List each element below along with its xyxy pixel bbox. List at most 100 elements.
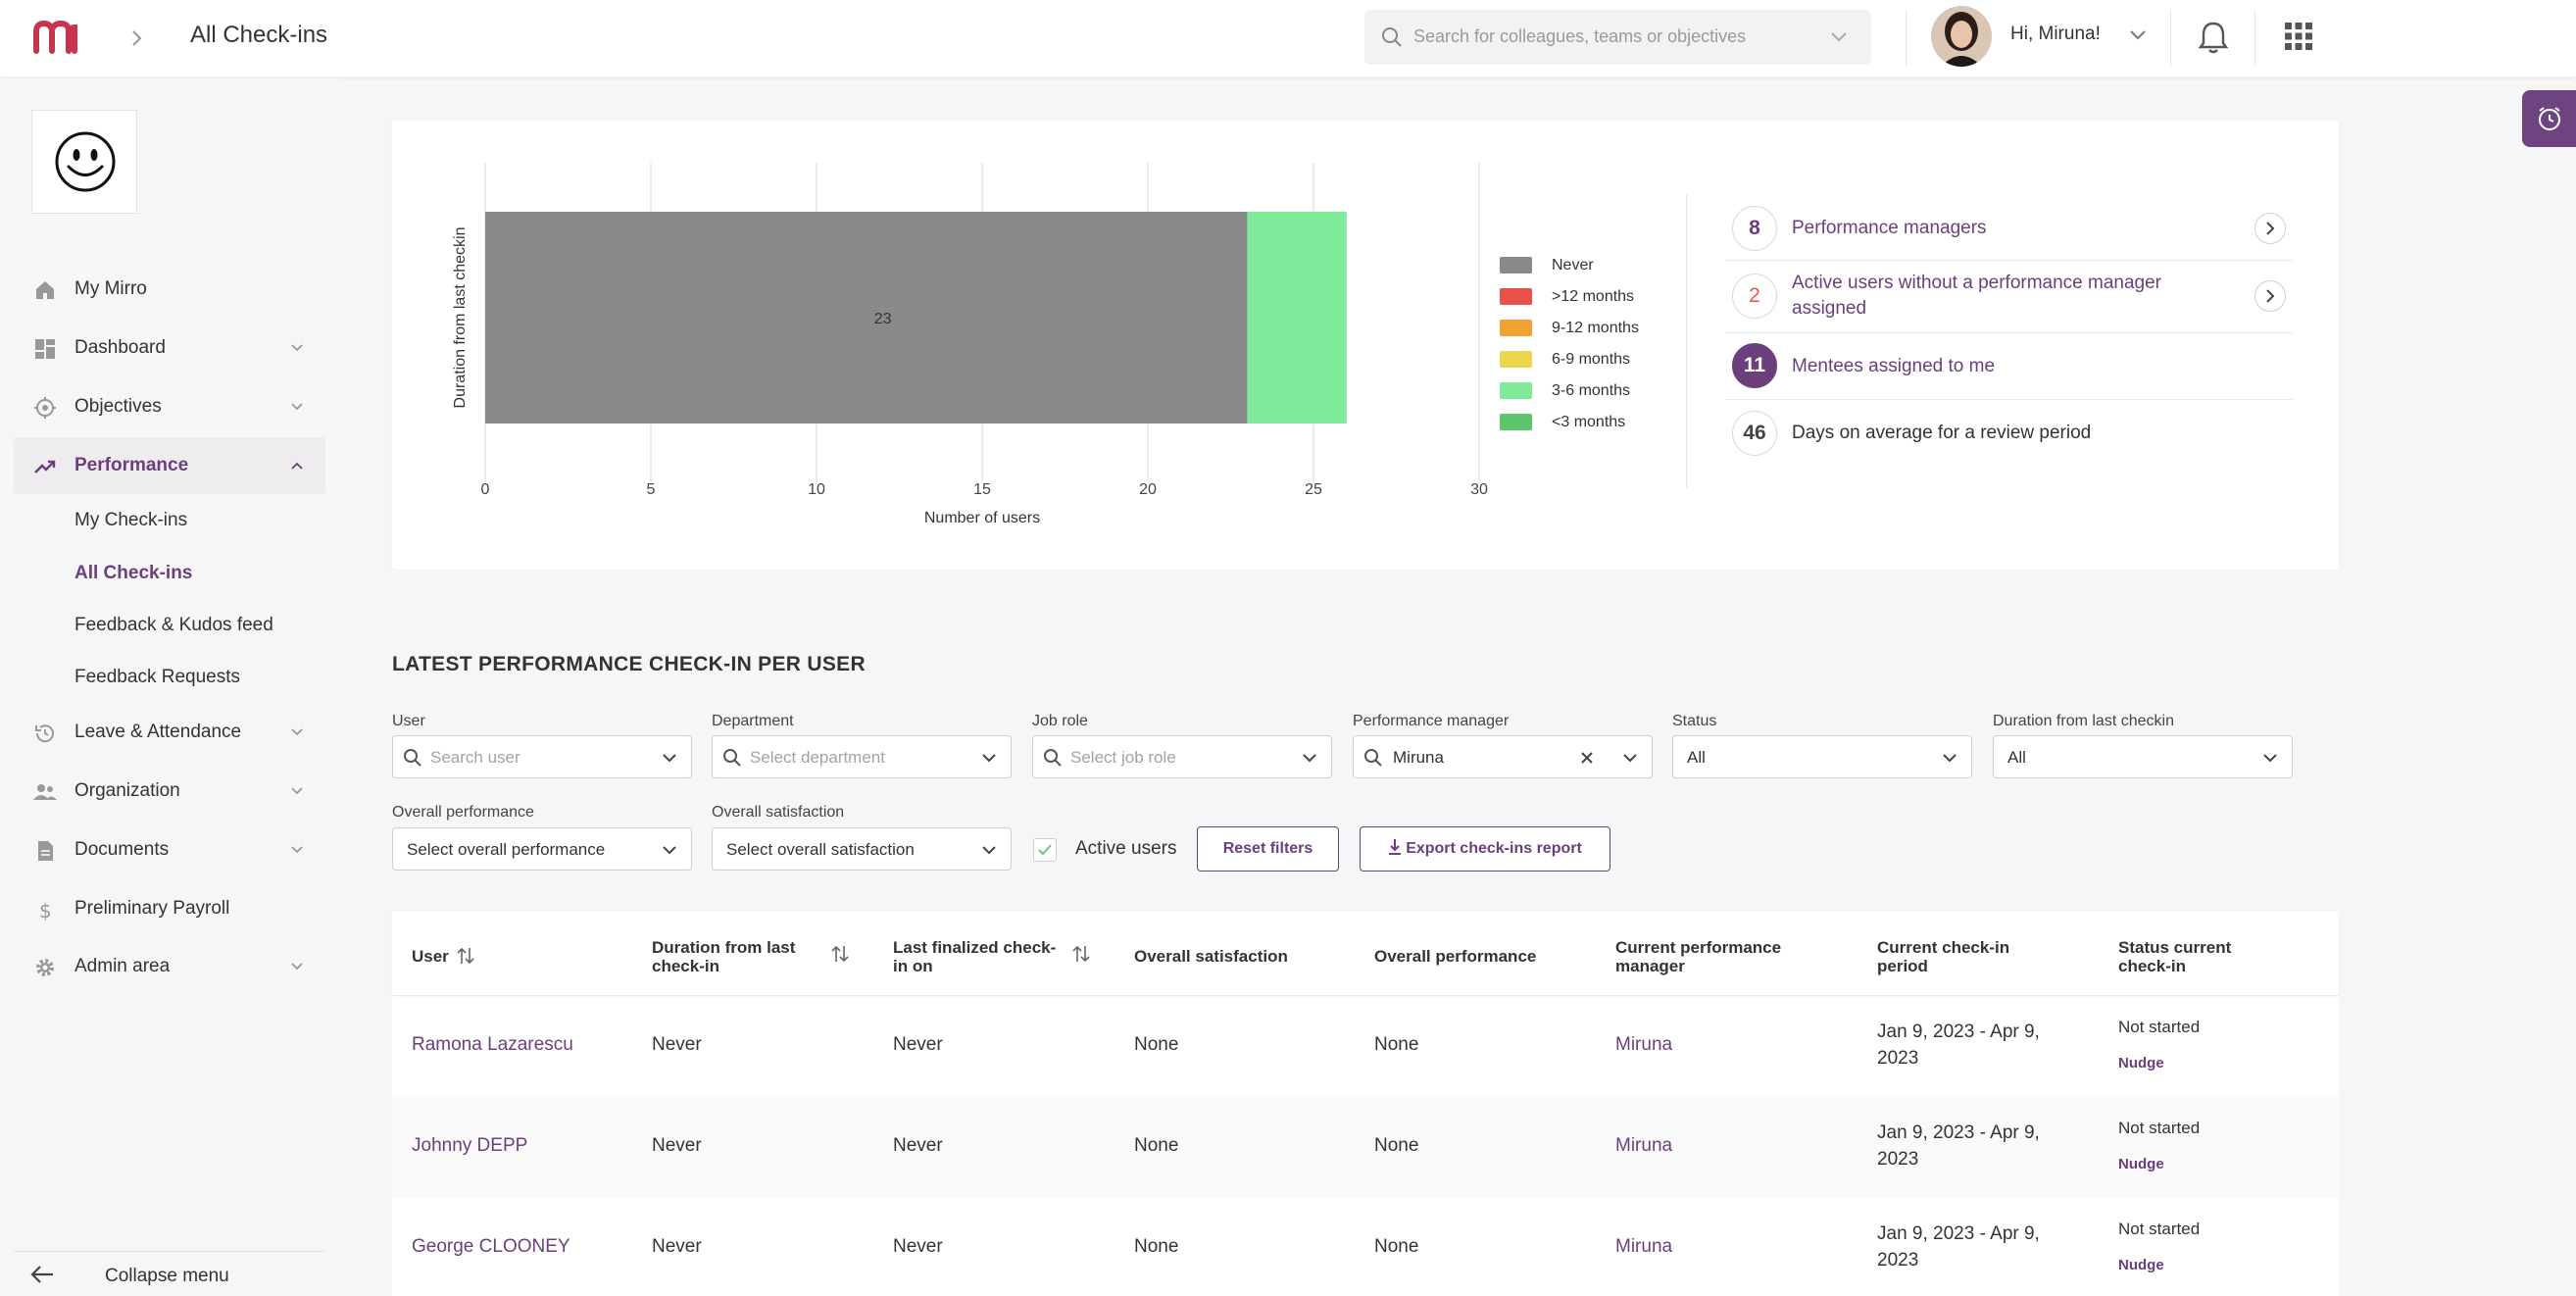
export-report-button[interactable]: Export check-ins report [1360, 826, 1610, 872]
clock-tab-button[interactable] [2522, 90, 2576, 147]
company-logo[interactable] [31, 110, 137, 214]
x-tick-label: 30 [1470, 481, 1488, 498]
apps-grid-icon[interactable] [2284, 22, 2313, 51]
global-search[interactable]: Search for colleagues, teams or objectiv… [1364, 10, 1871, 65]
sidebar-sub-my-checkins[interactable]: My Check-ins [74, 510, 188, 530]
sort-icon[interactable] [457, 946, 474, 966]
legend-swatch [1500, 257, 1532, 274]
sidebar-sub-feedback-kudos[interactable]: Feedback & Kudos feed [74, 615, 273, 635]
filter-label-job-role: Job role [1032, 713, 1088, 729]
divider [2254, 10, 2255, 67]
stat-mentees[interactable]: 11 Mentees assigned to me [1725, 333, 2294, 400]
stat-count-badge: 11 [1732, 343, 1777, 388]
manager-link[interactable]: Miruna [1615, 1135, 1673, 1156]
chevron-down-icon [663, 846, 676, 855]
legend-label: >12 months [1552, 288, 1635, 305]
bar-segment-never [485, 212, 1248, 424]
divider [1686, 194, 1687, 488]
sidebar-item-objectives[interactable]: Objectives [14, 378, 325, 435]
sidebar-item-preliminary-payroll[interactable]: $ Preliminary Payroll [14, 880, 325, 937]
sidebar-item-leave-attendance[interactable]: Leave & Attendance [14, 704, 325, 761]
nudge-button[interactable]: Nudge [2118, 1257, 2164, 1273]
mirro-logo[interactable] [31, 18, 80, 57]
user-search-input[interactable]: Search user [392, 735, 692, 778]
sidebar-item-organization[interactable]: Organization [14, 763, 325, 820]
chevron-down-icon [291, 403, 303, 411]
cell-period: Jan 9, 2023 - Apr 9, 2023 [1877, 1223, 2040, 1271]
x-tick-label: 25 [1305, 481, 1322, 498]
user-link[interactable]: Johnny DEPP [412, 1135, 528, 1156]
cell-satisfaction: None [1134, 1034, 1179, 1055]
user-link[interactable]: George CLOONEY [412, 1236, 570, 1257]
nudge-button[interactable]: Nudge [2118, 1055, 2164, 1072]
sidebar-item-label: Admin area [74, 956, 171, 976]
sidebar-item-documents[interactable]: Documents [14, 822, 325, 878]
reset-filters-button[interactable]: Reset filters [1197, 826, 1339, 872]
legend-item[interactable]: 3-6 months [1500, 376, 1696, 408]
department-select[interactable]: Select department [712, 735, 1012, 778]
avatar[interactable] [1931, 6, 1992, 67]
legend-swatch [1500, 414, 1532, 430]
manager-link[interactable]: Miruna [1615, 1236, 1673, 1257]
sidebar-item-performance[interactable]: Performance [14, 437, 325, 494]
top-bar: All Check-ins Search for colleagues, tea… [0, 0, 2576, 77]
user-menu-chevron-icon[interactable] [2129, 29, 2147, 41]
sidebar: My Mirro Dashboard Objectives Performanc… [0, 78, 338, 1296]
legend-item[interactable]: 6-9 months [1500, 345, 1696, 376]
sidebar-sub-all-checkins[interactable]: All Check-ins [74, 563, 193, 583]
sidebar-item-label: My Mirro [74, 278, 147, 299]
collapse-menu-button[interactable]: Collapse menu [14, 1251, 325, 1296]
bell-icon[interactable] [2198, 20, 2229, 55]
chevron-down-icon [291, 963, 303, 971]
sidebar-item-my-mirro[interactable]: My Mirro [14, 261, 325, 318]
sort-icon[interactable] [1072, 944, 1090, 964]
table-row: Ramona Lazarescu Never Never None None M… [392, 996, 2339, 1097]
chevron-right-icon[interactable] [2254, 213, 2286, 244]
user-greeting[interactable]: Hi, Miruna! [2010, 24, 2101, 44]
bar-segment-3-6-months [1247, 212, 1347, 424]
stat-performance-managers[interactable]: 8 Performance managers [1725, 196, 2294, 261]
selected-value: Miruna [1393, 748, 1444, 767]
stat-label: Active users without a performance manag… [1792, 273, 2162, 319]
status-select[interactable]: All [1672, 735, 1972, 778]
legend-item[interactable]: 9-12 months [1500, 314, 1696, 345]
history-icon [35, 724, 54, 743]
legend-item[interactable]: <3 months [1500, 408, 1696, 439]
legend-item[interactable]: >12 months [1500, 282, 1696, 314]
duration-select[interactable]: All [1993, 735, 2293, 778]
column-header-last-finalized[interactable]: Last finalized check-in on [893, 938, 1057, 975]
legend-item[interactable]: Never [1500, 251, 1696, 282]
job-role-select[interactable]: Select job role [1032, 735, 1332, 778]
trending-up-icon [34, 460, 56, 474]
sidebar-item-dashboard[interactable]: Dashboard [14, 320, 325, 376]
cell-duration: Never [652, 1135, 702, 1156]
sidebar-sub-feedback-requests[interactable]: Feedback Requests [74, 667, 240, 687]
user-link[interactable]: Ramona Lazarescu [412, 1034, 573, 1055]
breadcrumb-chevron-icon [132, 30, 142, 46]
stat-users-without-manager[interactable]: 2 Active users without a performance man… [1725, 261, 2294, 333]
column-header-duration[interactable]: Duration from last check-in [652, 938, 796, 975]
overall-performance-select[interactable]: Select overall performance [392, 827, 692, 871]
smiley-logo-icon [55, 131, 116, 192]
column-header-user[interactable]: User [412, 947, 449, 966]
nudge-button[interactable]: Nudge [2118, 1156, 2164, 1172]
filter-label-status: Status [1672, 713, 1717, 729]
chevron-down-icon [1623, 754, 1637, 763]
performance-manager-select[interactable]: Miruna [1353, 735, 1653, 778]
manager-link[interactable]: Miruna [1615, 1034, 1673, 1055]
sort-icon[interactable] [831, 944, 849, 964]
download-icon [1389, 839, 1402, 855]
chevron-down-icon [1831, 32, 1847, 42]
page-title: All Check-ins [190, 22, 328, 48]
chevron-down-icon [291, 728, 303, 736]
search-icon [723, 749, 741, 767]
dashboard-icon [35, 339, 55, 359]
close-icon[interactable] [1579, 750, 1595, 766]
cell-last-finalized: Never [893, 1236, 943, 1257]
alarm-clock-icon [2539, 107, 2560, 130]
active-users-checkbox[interactable] [1033, 838, 1057, 862]
chevron-up-icon [291, 462, 303, 470]
sidebar-item-admin-area[interactable]: Admin area [14, 938, 325, 995]
overall-satisfaction-select[interactable]: Select overall satisfaction [712, 827, 1012, 871]
chevron-right-icon[interactable] [2254, 280, 2286, 312]
